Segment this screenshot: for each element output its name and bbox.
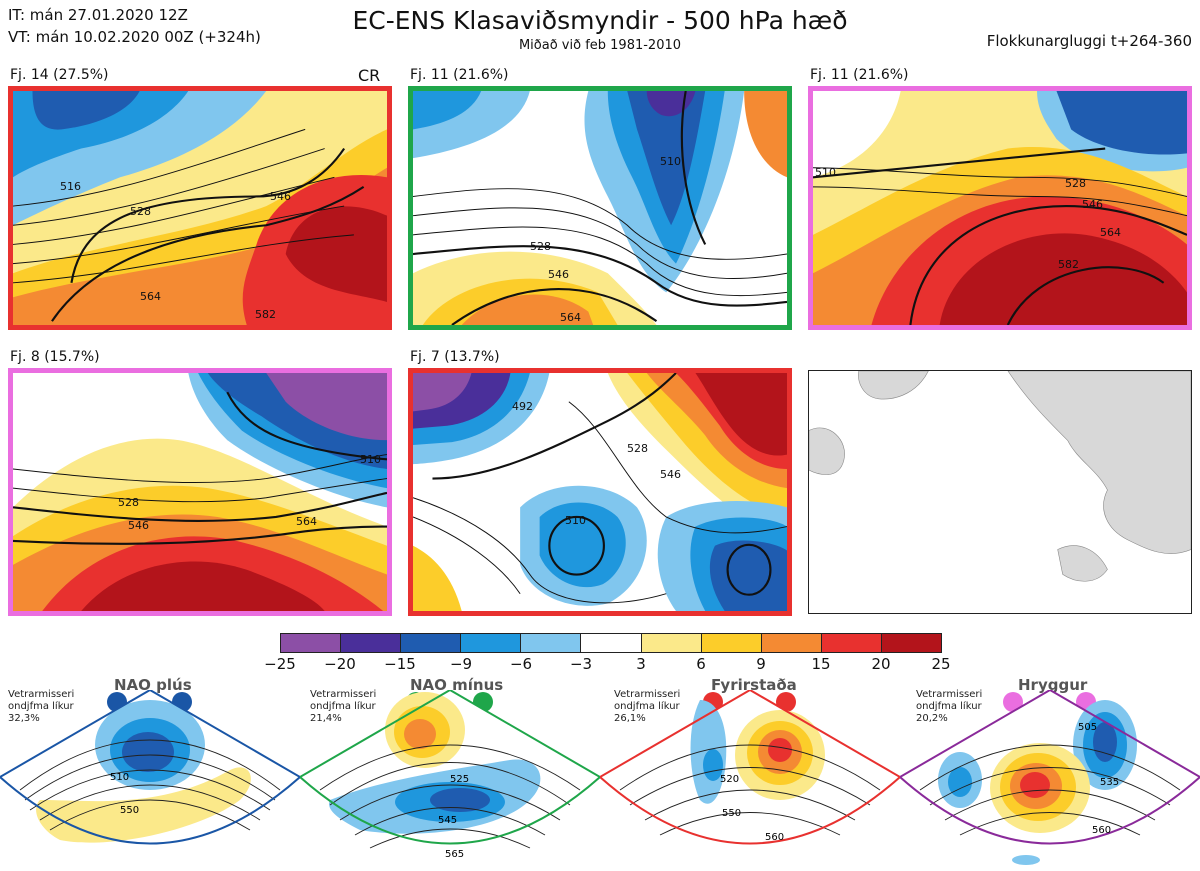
contour-label: 510 [360, 453, 381, 466]
colorbar-tick: 20 [871, 655, 891, 673]
contour-label: 528 [530, 240, 551, 253]
colorbar-bin [821, 634, 882, 652]
colorbar-tick: −6 [509, 655, 533, 673]
colorbar-bin [701, 634, 762, 652]
colorbar-tick: −9 [449, 655, 473, 673]
contour-label: 564 [140, 290, 161, 303]
cluster-map-2 [408, 86, 792, 330]
init-time: IT: mán 27.01.2020 12Z [8, 6, 188, 24]
regime-note-blocking: Vetrarmisseri ondjfma líkur 26,1% [614, 689, 681, 724]
regime-note-nao-plus: Vetrarmisseri ondjfma líkur 32,3% [8, 689, 75, 724]
regime-title-blocking: Fyrirstaða [711, 676, 797, 694]
colorbar-tick: 6 [696, 655, 706, 673]
regime-map-nao-plus: 510 550 [0, 690, 300, 871]
colorbar-tick: −20 [324, 655, 356, 673]
page-subtitle: Miðað við feb 1981-2010 [518, 38, 682, 53]
panel-3-label: Fj. 11 (21.6%) [810, 67, 909, 83]
contour-label: 564 [560, 311, 581, 324]
colorbar-bin [641, 634, 702, 652]
contour-label: 510 [815, 166, 836, 179]
panel-2-label: Fj. 11 (21.6%) [410, 67, 509, 83]
contour-label: 546 [128, 519, 149, 532]
cluster-map-4 [8, 368, 392, 616]
contour-label: 516 [60, 180, 81, 193]
coastline-reference-map [808, 370, 1192, 614]
regime-contour-label: 565 [445, 849, 464, 860]
contour-label: 582 [255, 308, 276, 321]
header-info: IT: mán 27.01.2020 12Z VT: mán 10.02.202… [8, 4, 261, 48]
colorbar-bin [881, 634, 942, 652]
contour-label: 546 [270, 190, 291, 203]
colorbar-tick: 3 [636, 655, 646, 673]
panel-1-label: Fj. 14 (27.5%) [10, 67, 109, 83]
colorbar-tick: 15 [811, 655, 831, 673]
colorbar-bin [581, 634, 642, 652]
contour-label: 528 [627, 442, 648, 455]
regime-note-ridge: Vetrarmisseri ondjfma líkur 20,2% [916, 689, 983, 724]
colorbar-tick: −15 [384, 655, 416, 673]
page-title: EC-ENS Klasaviðsmyndir - 500 hPa hæð [352, 6, 848, 35]
colorbar-bin [401, 634, 462, 652]
colorbar-tick: 25 [931, 655, 951, 673]
contour-label: 492 [512, 400, 533, 413]
colorbar-bin [341, 634, 402, 652]
contour-label: 510 [565, 514, 586, 527]
regime-marker-dot [1003, 692, 1023, 712]
contour-label: 510 [660, 155, 681, 168]
regime-contour-label: 525 [450, 774, 469, 785]
regime-contour-label: 545 [438, 815, 457, 826]
regime-contour-label: 550 [722, 808, 741, 819]
clustering-window: Flokkunargluggi t+264-360 [986, 32, 1192, 50]
contour-label: 528 [118, 496, 139, 509]
regime-contour-label: 535 [1100, 777, 1119, 788]
cluster-map-1 [8, 86, 392, 330]
contour-label: 546 [1082, 198, 1103, 211]
cluster-map-3 [808, 86, 1192, 330]
colorbar-tick: −25 [264, 655, 296, 673]
colorbar-tick: −3 [569, 655, 593, 673]
regime-contour-label: 560 [765, 832, 784, 843]
colorbar-tick: 9 [756, 655, 766, 673]
regime-contour-label: 520 [720, 774, 739, 785]
colorbar-bin [761, 634, 822, 652]
regime-contour-label: 510 [110, 772, 129, 783]
colorbar-bin [461, 634, 522, 652]
regime-map-blocking: 520 550 560 [600, 690, 900, 871]
regime-map-ridge: 505 535 560 [900, 690, 1200, 871]
panel-4-label: Fj. 8 (15.7%) [10, 349, 100, 365]
valid-time: VT: mán 10.02.2020 00Z (+324h) [8, 28, 261, 46]
colorbar-bin [281, 634, 342, 652]
regime-contour-label: 550 [120, 805, 139, 816]
regime-title-ridge: Hryggur [1018, 676, 1088, 694]
regime-title-nao-plus: NAO plús [114, 676, 192, 694]
regime-note-nao-minus: Vetrarmisseri ondjfma líkur 21,4% [310, 689, 377, 724]
contour-label: 528 [1065, 177, 1086, 190]
regime-contour-label: 505 [1078, 722, 1097, 733]
cluster-map-5 [408, 368, 792, 616]
contour-label: 546 [660, 468, 681, 481]
regime-contour-label: 560 [1092, 825, 1111, 836]
colorbar-bin [521, 634, 582, 652]
regime-title-nao-minus: NAO mínus [410, 676, 504, 694]
contour-label: 546 [548, 268, 569, 281]
anomaly-colorbar [280, 633, 942, 653]
contour-label: 564 [1100, 226, 1121, 239]
regime-map-nao-minus: 525 545 565 [300, 690, 600, 871]
contour-label: 528 [130, 205, 151, 218]
panel-1-tag: CR [358, 66, 381, 85]
panel-5-label: Fj. 7 (13.7%) [410, 349, 500, 365]
contour-label: 582 [1058, 258, 1079, 271]
contour-label: 564 [296, 515, 317, 528]
